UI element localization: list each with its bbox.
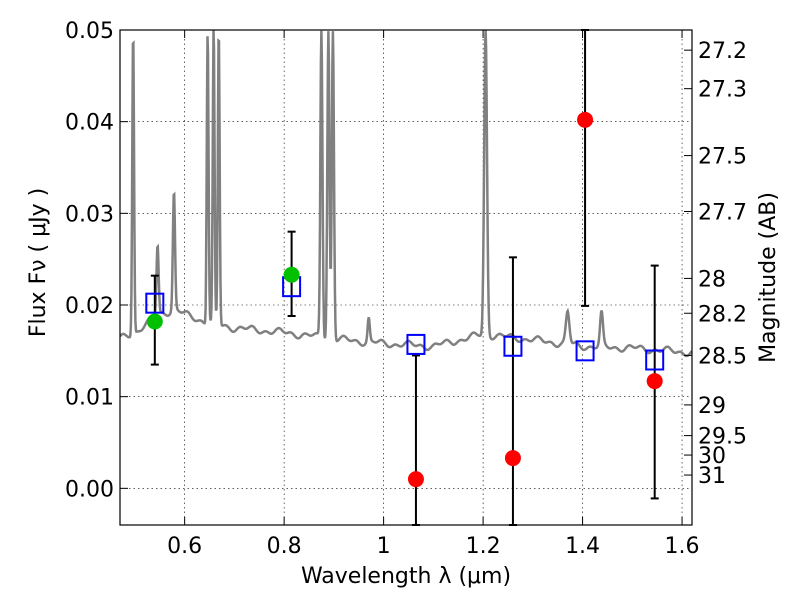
photometry-circle-point: [504, 450, 521, 467]
magnitude-tick-label: 31: [698, 464, 726, 489]
magnitude-tick-label: 30: [698, 444, 726, 469]
y-tick-label: 0.04: [65, 111, 114, 136]
photometry-square-point: [575, 340, 595, 362]
x-tick-label: 1.2: [466, 534, 501, 559]
magnitude-tick-label: 27.7: [698, 201, 747, 226]
y-tick-label: 0.02: [65, 294, 114, 319]
y-tick-label: 0.01: [65, 386, 114, 411]
photometry-circle-point: [646, 373, 663, 390]
magnitude-tick-label: 28.2: [698, 302, 747, 327]
x-tick-label: 1.4: [565, 534, 600, 559]
spectrum-line: [120, 30, 692, 358]
right-axis-label: Magnitude (AB): [756, 192, 781, 363]
magnitude-tick-label: 27.5: [698, 145, 747, 170]
x-tick-label: 0.6: [167, 534, 202, 559]
data-markers: [145, 111, 665, 488]
x-axis-label: Wavelength λ (μm): [301, 564, 511, 589]
photometry-circle-point: [407, 471, 424, 488]
magnitude-tick-label: 27.2: [698, 39, 747, 64]
y-tick-label: 0.00: [65, 477, 114, 502]
photometry-square-point: [645, 349, 665, 371]
x-tick-label: 1: [377, 534, 391, 559]
photometry-circle-point: [283, 266, 300, 283]
photometry-square-point: [406, 333, 426, 355]
x-tick-label: 1.6: [665, 534, 700, 559]
y-tick-label: 0.05: [65, 19, 114, 44]
magnitude-tick-label: 27.3: [698, 78, 747, 103]
photometry-circle-point: [577, 111, 594, 128]
photometry-circle-point: [146, 313, 163, 330]
magnitude-tick-label: 28.5: [698, 344, 747, 369]
plot-frame: [119, 29, 693, 526]
model-spectrum: [120, 30, 692, 358]
photometry-square-point: [503, 335, 523, 357]
y-axis-label: Flux Fν ( μJy ): [26, 188, 51, 337]
x-tick-label: 0.8: [267, 534, 302, 559]
y-tick-label: 0.03: [65, 202, 114, 227]
axis-ticks: 0.6 0.8 1 1.2 1.4 1.6 0.00 0.01 0.02 0.03 0.04 0.05…: [65, 19, 747, 559]
magnitude-tick-label: 29: [698, 394, 726, 419]
photometry-square-point: [145, 292, 165, 314]
magnitude-tick-label: 29.5: [698, 425, 747, 450]
magnitude-tick-label: 28: [698, 267, 726, 292]
